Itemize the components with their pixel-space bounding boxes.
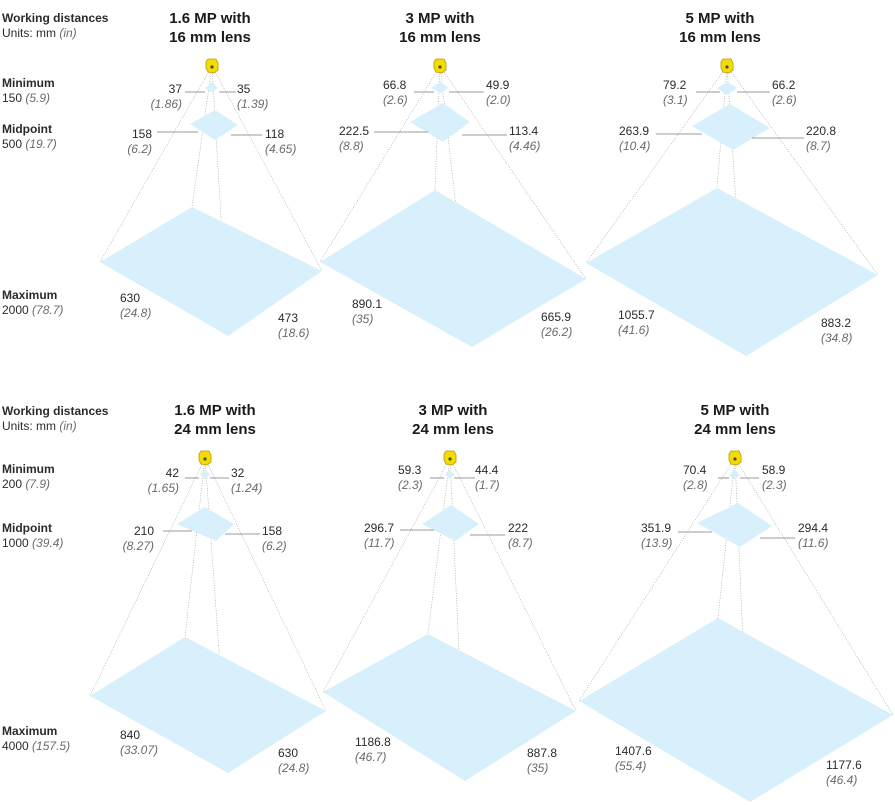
field-of-view-plane (579, 618, 893, 802)
max-width-label: 1407.6 (55.4) (615, 744, 652, 773)
mid-width-label: 210 (8.27) (122, 524, 154, 553)
field-of-view-plane (320, 190, 586, 347)
max-height-label: 630 (24.8) (278, 746, 310, 775)
row1-header: Working distances Units: mm (in) (2, 11, 108, 41)
panel-title: 3 MP with 24 mm lens (412, 402, 494, 438)
mid-height-label: 113.4 (4.46) (509, 124, 541, 153)
row1-midpoint-label: Midpoint 500 (19.7) (2, 122, 57, 151)
field-of-view-plane (697, 503, 772, 547)
frustum-edge (89, 457, 206, 697)
min-width-label: 70.4 (2.8) (683, 463, 708, 492)
min-width-label: 79.2 (3.1) (663, 78, 688, 107)
frustum-edge (184, 457, 206, 638)
min-width-label: 42 (1.65) (147, 466, 179, 495)
mid-width-label: 222.5 (8.8) (339, 124, 370, 153)
min-width-label: 37 (1.86) (150, 82, 182, 111)
max-width-label: 1055.7 (41.6) (618, 308, 655, 337)
frustum-edge (319, 65, 441, 263)
panel-title: 5 MP with 24 mm lens (694, 402, 776, 438)
panel-title: 1.6 MP with 24 mm lens (174, 402, 256, 438)
working-distances-title: Working distances (2, 11, 109, 25)
frustum-edge (427, 457, 451, 635)
frustum-edge (734, 457, 894, 716)
field-of-view-plane (205, 82, 218, 93)
row2-midpoint-label: Midpoint 1000 (39.4) (2, 521, 64, 550)
units-note: Units: mm (in) (2, 26, 77, 40)
row2-minimum-label: Minimum 200 (7.9) (2, 462, 55, 491)
mid-width-label: 351.9 (13.9) (641, 521, 673, 550)
min-height-label: 58.9 (2.3) (762, 463, 787, 492)
field-of-view-plane (200, 470, 210, 479)
field-of-view-plane (729, 470, 740, 480)
max-width-label: 630 (24.8) (120, 291, 152, 320)
field-of-view-plane (100, 207, 322, 336)
mid-height-label: 294.4 (11.6) (798, 521, 829, 550)
camera-lens-icon (203, 457, 207, 461)
mid-height-label: 118 (4.65) (265, 127, 297, 156)
camera-lens-icon (210, 65, 214, 69)
min-height-label: 44.4 (1.7) (475, 463, 500, 492)
max-width-label: 890.1 (35) (352, 297, 383, 326)
mid-height-label: 222 (8.7) (508, 521, 533, 550)
mid-height-label: 220.8 (8.7) (806, 124, 837, 153)
mid-width-label: 296.7 (11.7) (364, 521, 395, 550)
field-of-view-plane (445, 470, 455, 479)
frustum-edge (449, 457, 577, 712)
min-height-label: 66.2 (2.6) (772, 78, 797, 107)
field-of-view-plane (90, 637, 326, 773)
field-of-view-plane (422, 505, 479, 541)
field-of-view-plane (323, 634, 576, 781)
frustum-edge (726, 65, 879, 276)
min-height-label: 49.9 (2.0) (486, 78, 511, 107)
field-of-view-plane (586, 188, 878, 356)
mid-width-label: 158 (6.2) (127, 127, 152, 156)
units-note: Units: mm (in) (2, 419, 77, 433)
frustum-edge (439, 65, 587, 280)
camera-lens-icon (438, 65, 442, 69)
camera-lens-icon (448, 457, 452, 461)
row2-header: Working distances Units: mm (in) (2, 404, 108, 434)
working-distances-title: Working distances (2, 404, 109, 418)
max-height-label: 473 (18.6) (278, 311, 310, 340)
max-width-label: 1186.8 (46.7) (355, 735, 391, 764)
field-of-view-plane (692, 104, 770, 150)
panel-title: 1.6 MP with 16 mm lens (169, 10, 251, 46)
field-of-view-plane (431, 82, 449, 93)
panel-title: 5 MP with 16 mm lens (679, 10, 761, 46)
field-of-view-plane (190, 110, 238, 140)
max-height-label: 887.8 (35) (527, 746, 558, 775)
frustum-edge (322, 457, 451, 693)
min-width-label: 66.8 (2.6) (383, 78, 408, 107)
panel-title: 3 MP with 16 mm lens (399, 10, 481, 46)
frustum-edge (585, 65, 728, 264)
max-height-label: 883.2 (34.8) (821, 316, 853, 345)
row1-minimum-label: Minimum 150 (5.9) (2, 76, 55, 105)
mid-width-label: 263.9 (10.4) (619, 124, 651, 153)
min-width-label: 59.3 (2.3) (398, 463, 423, 492)
min-height-label: 35 (1.39) (237, 82, 269, 111)
frustum-edge (99, 65, 213, 263)
field-of-view-plane (177, 507, 234, 541)
max-height-label: 1177.6 (46.4) (826, 758, 862, 787)
mid-height-label: 158 (6.2) (262, 524, 287, 553)
field-of-view-plane (410, 103, 470, 142)
row1-maximum-label: Maximum 2000 (78.7) (2, 288, 64, 317)
min-height-label: 32 (1.24) (231, 466, 263, 495)
frustum-edge (578, 457, 736, 702)
frustum-edge (204, 457, 327, 712)
camera-lens-icon (733, 457, 737, 461)
camera-lens-icon (725, 65, 729, 69)
row2-maximum-label: Maximum 4000 (157.5) (2, 724, 71, 753)
field-of-view-plane (717, 82, 737, 95)
max-width-label: 840 (33.07) (120, 728, 159, 757)
max-height-label: 665.9 (26.2) (541, 310, 573, 339)
